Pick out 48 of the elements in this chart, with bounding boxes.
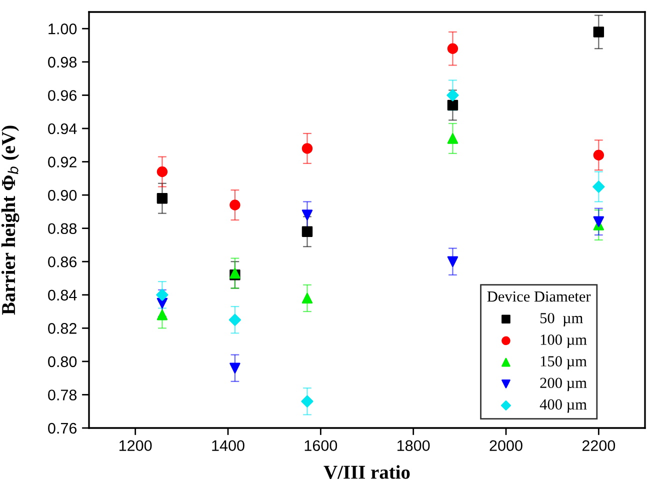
point: [593, 150, 604, 160]
y-tick-label: 0.96: [48, 90, 77, 101]
point: [592, 180, 605, 193]
point: [447, 256, 458, 267]
y-axis-title: Barrier height Φ$_{b}$ (eV): [1, 126, 20, 315]
legend-label: 150 µm: [540, 356, 587, 370]
point: [230, 200, 240, 210]
y-tick-label: 0.92: [48, 156, 76, 168]
point: [447, 133, 458, 144]
legend-title: Device Diameter: [487, 291, 591, 302]
y-tick-label: 0.80: [48, 356, 77, 368]
y-tick-label: 0.88: [48, 223, 77, 234]
x-axis-title: V/III ratio: [324, 465, 410, 479]
x-tick-label: 1600: [304, 440, 338, 452]
legend-label: 400 µm: [540, 399, 587, 413]
point: [156, 309, 168, 320]
x-tick-label: 1800: [398, 440, 430, 452]
y-tick-label: 0.90: [48, 190, 77, 201]
y-tick-label: 0.76: [48, 422, 77, 434]
point: [302, 143, 313, 154]
point: [446, 89, 459, 102]
point: [302, 210, 313, 220]
point: [447, 100, 458, 111]
x-tick-label: 1400: [212, 440, 244, 452]
legend-label: 200 µm: [540, 378, 587, 392]
point: [593, 216, 604, 228]
legend-label: 100 µm: [540, 334, 587, 348]
y-tick-label: 0.82: [48, 323, 76, 334]
y-tick-label: 1.00: [48, 24, 77, 34]
point: [228, 314, 242, 326]
point: [156, 193, 168, 204]
y-tick-label: 0.94: [48, 123, 77, 134]
point: [156, 166, 168, 178]
x-tick-label: 1200: [120, 440, 152, 452]
point: [302, 226, 313, 237]
legend-label: 50 µm: [540, 312, 583, 326]
point: [156, 288, 168, 301]
point: [301, 395, 314, 408]
x-tick-label: 2000: [490, 440, 522, 452]
point: [447, 43, 458, 54]
point: [593, 26, 604, 38]
point: [230, 362, 240, 374]
y-tick-label: 0.84: [48, 290, 77, 301]
x-tick-label: 2200: [582, 440, 616, 452]
y-tick-label: 0.98: [48, 56, 77, 68]
y-tick-label: 0.86: [48, 256, 77, 268]
y-tick-label: 0.78: [48, 390, 77, 400]
point: [302, 292, 313, 304]
